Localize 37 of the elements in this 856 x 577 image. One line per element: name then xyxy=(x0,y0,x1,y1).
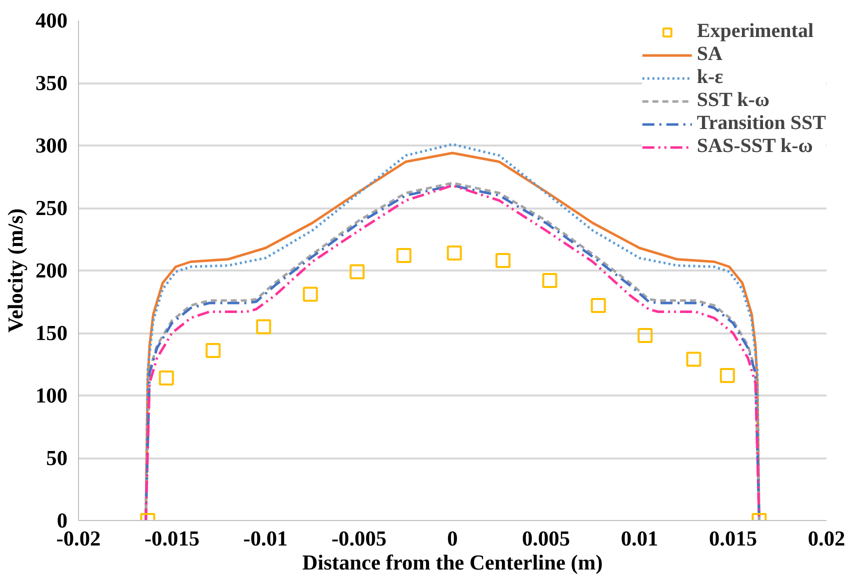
x-tick-label: -0.01 xyxy=(243,526,288,550)
point xyxy=(396,248,412,263)
legend-label: SAS-SST k-ω xyxy=(696,135,813,158)
y-tick-label: 200 xyxy=(36,258,68,282)
y-tick-label: 150 xyxy=(36,321,68,345)
point xyxy=(446,246,462,260)
point xyxy=(158,370,174,386)
point xyxy=(686,352,702,367)
x-tick-label: 0 xyxy=(447,526,458,550)
x-tick-label: 0.015 xyxy=(709,526,758,550)
legend-label: Experimental xyxy=(696,20,814,43)
x-tick-label: 0.005 xyxy=(522,526,570,550)
point xyxy=(206,343,221,358)
point xyxy=(302,286,318,302)
x-tick-label: -0.005 xyxy=(331,526,387,550)
y-tick-label: 100 xyxy=(36,384,68,408)
x-axis-title: Distance from the Centerline (m) xyxy=(302,550,603,574)
legend-label: SST k-ω xyxy=(696,89,770,112)
legend-label: SA xyxy=(696,43,722,66)
point xyxy=(590,298,606,313)
y-tick-label: 300 xyxy=(36,134,68,158)
point xyxy=(638,328,653,343)
y-tick-label: 400 xyxy=(36,8,68,32)
y-tick-label: 50 xyxy=(46,446,68,470)
x-tick-label: 0.01 xyxy=(620,526,658,550)
point xyxy=(495,253,510,268)
legend-label: k-ε xyxy=(696,66,724,89)
x-tick-label: -0.015 xyxy=(144,526,200,550)
point xyxy=(256,319,272,334)
y-tick-label: 350 xyxy=(36,71,68,95)
point xyxy=(542,273,558,288)
point xyxy=(350,264,365,280)
point xyxy=(720,368,735,383)
x-tick-label: 0.02 xyxy=(808,526,846,550)
y-axis-title: Velocity (m/s) xyxy=(4,208,28,333)
legend-label: Transition SST xyxy=(696,112,826,135)
y-tick-label: 250 xyxy=(36,196,68,220)
